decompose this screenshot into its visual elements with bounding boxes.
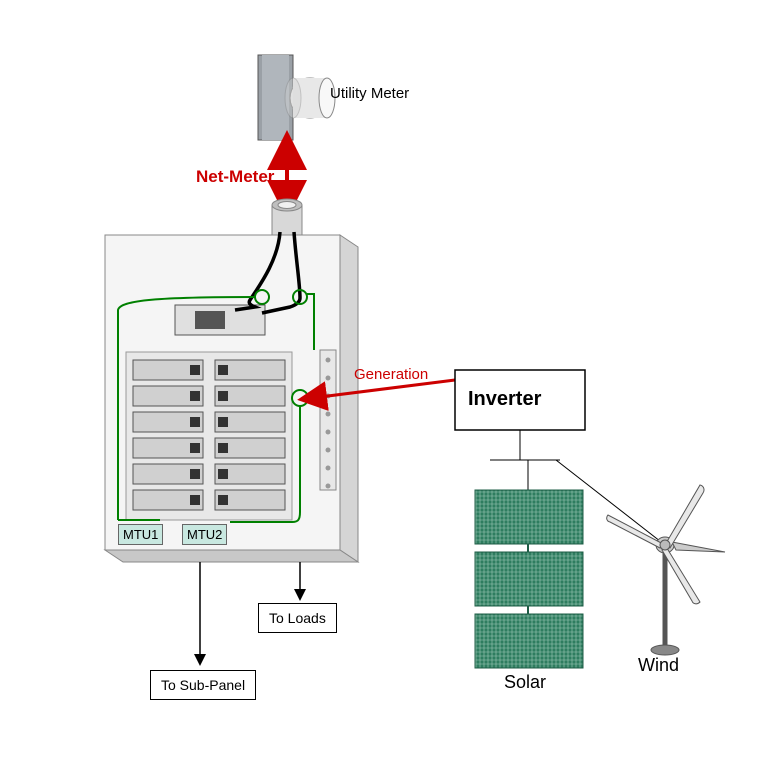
mtu1-label: MTU1 <box>118 524 163 545</box>
wind-turbine-icon <box>607 485 725 655</box>
utility-meter-label: Utility Meter <box>330 85 409 102</box>
generation-label: Generation <box>354 366 428 383</box>
solar-panels-icon <box>475 490 583 668</box>
net-meter-label: Net-Meter <box>196 167 274 187</box>
solar-label: Solar <box>504 672 546 693</box>
utility-meter-icon <box>258 55 335 140</box>
conduit-top <box>272 199 302 235</box>
inverter-label: Inverter <box>468 388 541 411</box>
bus-bar <box>320 350 336 490</box>
to-loads-label: To Loads <box>258 603 337 633</box>
mtu2-label: MTU2 <box>182 524 227 545</box>
to-sub-panel-label: To Sub-Panel <box>150 670 256 700</box>
wind-label: Wind <box>638 655 679 676</box>
